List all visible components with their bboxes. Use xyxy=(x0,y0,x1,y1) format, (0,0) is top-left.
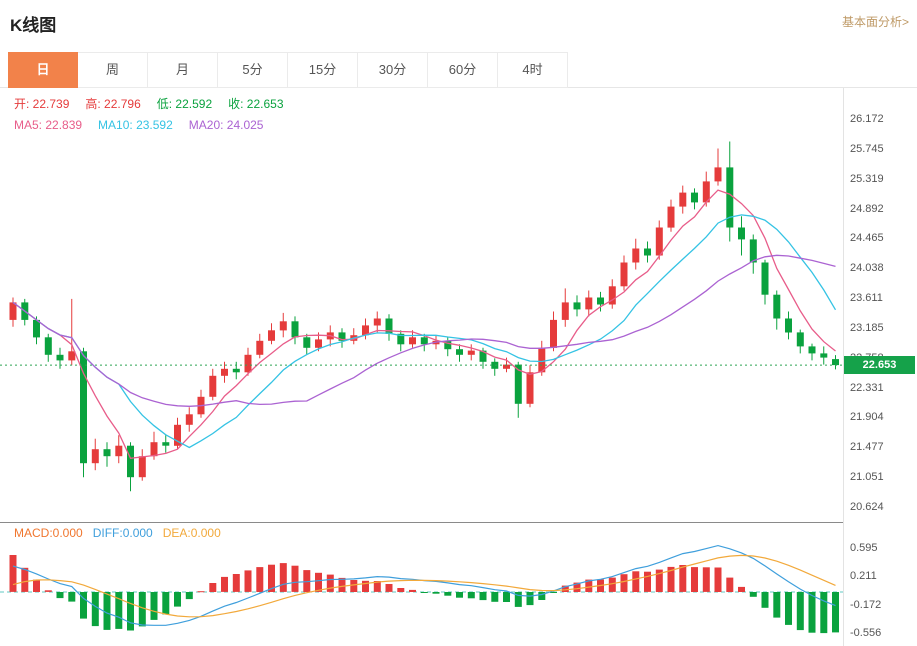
chart-canvas[interactable] xyxy=(0,88,843,646)
ma-layer xyxy=(12,189,837,460)
price-axis-tick: 20.624 xyxy=(850,500,884,513)
ma-value-5: MA5: 22.839 xyxy=(14,118,83,132)
macd-indicator-row: MACD:0.000 DIFF:0.000 DEA:0.000 xyxy=(14,526,231,540)
tab-月[interactable]: 月 xyxy=(148,52,218,88)
tab-15分[interactable]: 15分 xyxy=(288,52,358,88)
price-axis-tick: 23.611 xyxy=(850,292,883,305)
fundamental-analysis-link[interactable]: 基本面分析> xyxy=(841,15,909,29)
price-axis-tick: 21.904 xyxy=(850,411,884,424)
ma-value-10: MA10: 23.592 xyxy=(98,118,173,132)
ohlc-close: 收: 22.653 xyxy=(228,97,284,111)
price-axis-tick: 24.038 xyxy=(850,262,884,275)
macd-axis-tick: -0.556 xyxy=(850,627,882,640)
chart-area: 开: 22.739 高: 22.796 低: 22.592 收: 22.653 MA5… xyxy=(0,88,917,646)
ohlc-high: 高: 22.796 xyxy=(85,97,141,111)
tab-5分[interactable]: 5分 xyxy=(218,52,288,88)
current-price-tag: 22.653 xyxy=(844,356,915,375)
tab-4时[interactable]: 4时 xyxy=(498,52,568,88)
macd-axis-tick: -0.172 xyxy=(850,598,882,611)
ma-row: MA5: 22.839 MA10: 23.592 MA20: 24.025 xyxy=(14,118,279,132)
price-axis-tick: 24.892 xyxy=(850,202,884,215)
price-axis-tick: 25.745 xyxy=(850,142,884,155)
macd-value: MACD:0.000 xyxy=(14,526,83,540)
price-axis-tick: 25.319 xyxy=(850,172,884,185)
macd-axis-tick: 0.211 xyxy=(850,570,877,583)
price-axis-tick: 21.477 xyxy=(850,441,884,454)
candlestick-layer xyxy=(9,141,839,492)
ohlc-open: 开: 22.739 xyxy=(14,97,70,111)
tab-60分[interactable]: 60分 xyxy=(428,52,498,88)
price-axis-tick: 24.465 xyxy=(850,232,884,245)
tab-bar: 日周月 5分 15分 30分 60分 4时 xyxy=(0,52,917,88)
ohlc-row: 开: 22.739 高: 22.796 低: 22.592 收: 22.653 xyxy=(14,95,300,112)
diff-value: DIFF:0.000 xyxy=(92,526,153,540)
tab-30分[interactable]: 30分 xyxy=(358,52,428,88)
tab-日[interactable]: 日 xyxy=(8,52,78,88)
dea-value: DEA:0.000 xyxy=(162,526,221,540)
header: K线图 基本面分析> xyxy=(0,0,917,52)
price-axis-tick: 23.185 xyxy=(850,321,884,334)
price-axis-tick: 21.051 xyxy=(850,471,884,484)
tab-周[interactable]: 周 xyxy=(78,52,148,88)
macd-axis-tick: 0.595 xyxy=(850,542,878,554)
ohlc-low: 低: 22.592 xyxy=(156,97,213,111)
price-axis-tick: 26.172 xyxy=(850,113,884,125)
ma-value-20: MA20: 24.025 xyxy=(188,118,264,132)
price-axis-tick: 22.331 xyxy=(850,381,884,394)
page-title: K线图 xyxy=(10,16,57,35)
macd-layer xyxy=(0,544,843,634)
